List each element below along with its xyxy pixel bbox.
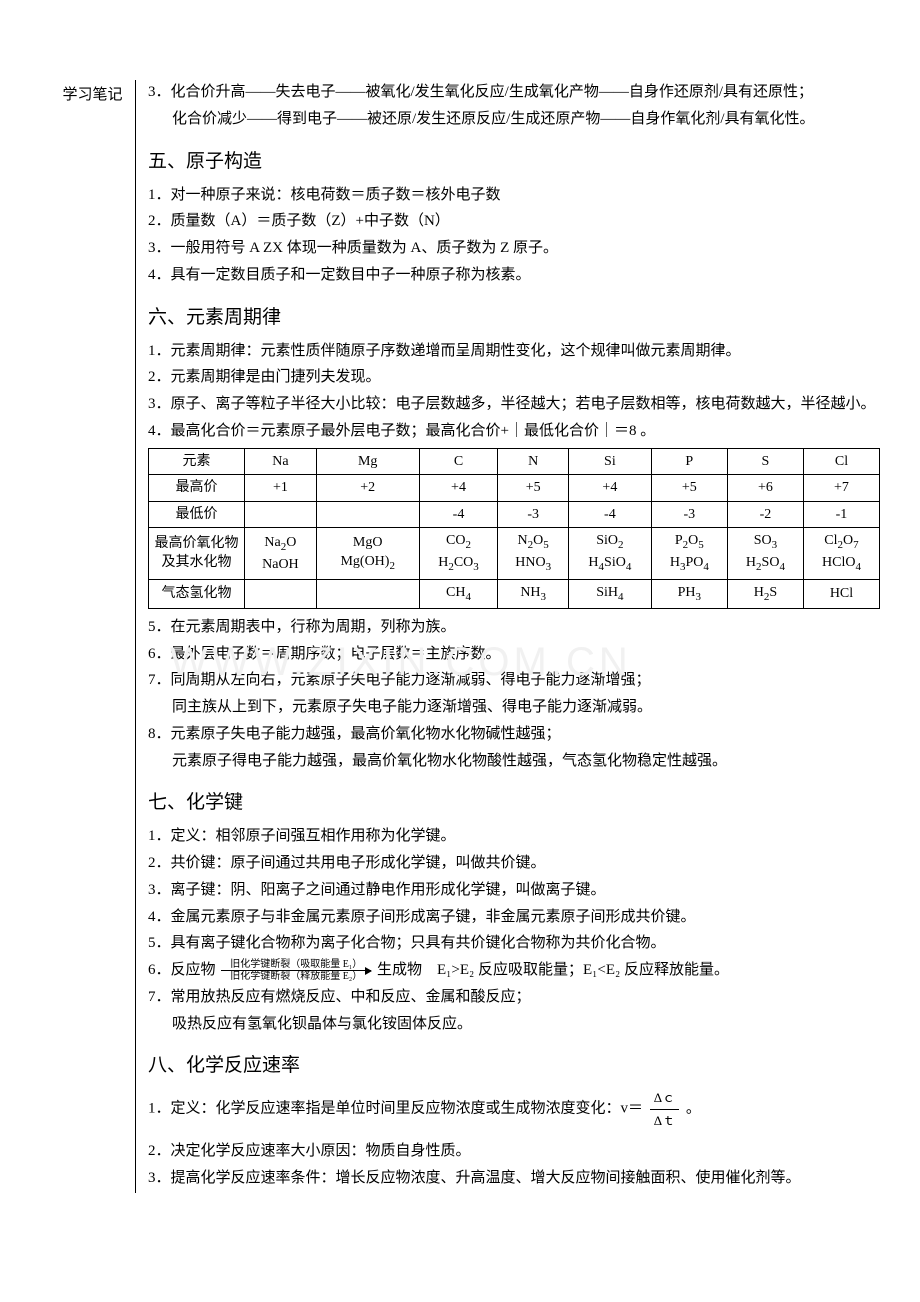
cell: PH3: [651, 579, 727, 608]
cell: [245, 501, 317, 528]
s7-p5: 5．具有离子键化合物称为离子化合物；只具有共价键化合物称为共价化合物。: [148, 931, 880, 956]
s6-p1: 1．元素周期律：元素性质伴随原子序数递增而呈周期性变化，这个规律叫做元素周期律。: [148, 339, 880, 364]
fraction: Δｃ Δｔ: [650, 1087, 679, 1131]
s6-p8a: 8．元素原子失电子能力越强，最高价氧化物水化物碱性越强；: [148, 722, 880, 747]
cell: HCl: [803, 579, 879, 608]
table-row: 最高价氧化物及其水化物 Na2ONaOH MgOMg(OH)2 CO2H2CO3…: [149, 528, 880, 579]
s3-p1: 3．化合价升高——失去电子——被氧化/发生氧化反应/生成氧化产物——自身作还原剂…: [148, 80, 880, 105]
cell: SiH4: [568, 579, 651, 608]
table-row: 最低价 -4 -3 -4 -3 -2 -1: [149, 501, 880, 528]
cell: +4: [568, 475, 651, 502]
s7-p1: 1．定义：相邻原子间强互相作用称为化学键。: [148, 824, 880, 849]
cell: MgOMg(OH)2: [316, 528, 419, 579]
cell: Na: [245, 448, 317, 475]
cell: [245, 579, 317, 608]
s6-p3: 3．原子、离子等粒子半径大小比较：电子层数越多，半径越大；若电子层数相等，核电荷…: [148, 392, 880, 417]
s5-p1: 1．对一种原子来说：核电荷数＝质子数＝核外电子数: [148, 183, 880, 208]
cell: +5: [498, 475, 569, 502]
cell: +2: [316, 475, 419, 502]
sidebar: 学习笔记: [50, 80, 135, 1193]
cell: -1: [803, 501, 879, 528]
s7-p6: 6．反应物 旧化学键断裂（吸取能量 E₁） 旧化学键断裂（释放能量 E₂） 生成…: [148, 958, 880, 983]
cell: CH4: [419, 579, 498, 608]
s6-p7b: 同主族从上到下，元素原子失电子能力逐渐增强、得电子能力逐渐减弱。: [148, 695, 880, 720]
s6-p4: 4．最高化合价＝元素原子最外层电子数；最高化合价+｜最低化合价｜＝8 。: [148, 419, 880, 444]
fraction-num: Δｃ: [650, 1087, 679, 1109]
s5-p4: 4．具有一定数目质子和一定数目中子一种原子称为核素。: [148, 263, 880, 288]
cell: +4: [419, 475, 498, 502]
cell: +6: [727, 475, 803, 502]
cell: 最低价: [149, 501, 245, 528]
cell: SO3H2SO4: [727, 528, 803, 579]
arrow-bot-label: 旧化学键断裂（释放能量 E₂）: [221, 971, 371, 982]
cell: C: [419, 448, 498, 475]
cell: Na2ONaOH: [245, 528, 317, 579]
cell: S: [727, 448, 803, 475]
s7-p7a: 7．常用放热反应有燃烧反应、中和反应、金属和酸反应；: [148, 985, 880, 1010]
cell: Mg: [316, 448, 419, 475]
cell: Cl: [803, 448, 879, 475]
arrow-top-label: 旧化学键断裂（吸取能量 E₁）: [221, 959, 371, 970]
cell: 最高价: [149, 475, 245, 502]
cell: 气态氢化物: [149, 579, 245, 608]
s6-p7a: 7．同周期从左向右，元素原子失电子能力逐渐减弱、得电子能力逐渐增强；: [148, 668, 880, 693]
cell: 元素: [149, 448, 245, 475]
s7-p7b: 吸热反应有氢氧化钡晶体与氯化铵固体反应。: [148, 1012, 880, 1037]
heading-7: 七、化学键: [148, 787, 880, 814]
s7-p3: 3．离子键：阴、阳离子之间通过静电作用形成化学键，叫做离子键。: [148, 878, 880, 903]
s7-p2: 2．共价键：原子间通过共用电子形成化学键，叫做共价键。: [148, 851, 880, 876]
cell: NH3: [498, 579, 569, 608]
content: 3．化合价升高——失去电子——被氧化/发生氧化反应/生成氧化产物——自身作还原剂…: [148, 80, 880, 1193]
cell: N: [498, 448, 569, 475]
s6-p5: 5．在元素周期表中，行称为周期，列称为族。: [148, 615, 880, 640]
cell: -2: [727, 501, 803, 528]
fraction-den: Δｔ: [650, 1110, 679, 1131]
s8-p1-prefix: 1．定义：化学反应速率指是单位时间里反应物浓度或生成物浓度变化：v＝: [148, 1101, 647, 1117]
heading-5: 五、原子构造: [148, 146, 880, 173]
sidebar-label: 学习笔记: [50, 83, 135, 104]
cell: SiO2H4SiO4: [568, 528, 651, 579]
s6-p2: 2．元素周期律是由门捷列夫发现。: [148, 365, 880, 390]
table-row: 最高价 +1 +2 +4 +5 +4 +5 +6 +7: [149, 475, 880, 502]
s7-p6-suffix: 生成物 E₁>E₂ 反应吸取能量；E₁<E₂ 反应释放能量。: [377, 962, 729, 978]
periodic-table: 元素 Na Mg C N Si P S Cl 最高价 +1 +2 +4 +5 +…: [148, 448, 880, 609]
arrow-line-icon: [221, 970, 371, 971]
cell: -3: [498, 501, 569, 528]
cell: [316, 579, 419, 608]
s8-p2: 2．决定化学反应速率大小原因：物质自身性质。: [148, 1139, 880, 1164]
cell: P2O5H3PO4: [651, 528, 727, 579]
heading-6: 六、元素周期律: [148, 302, 880, 329]
s8-p3: 3．提高化学反应速率条件：增长反应物浓度、升高温度、增大反应物间接触面积、使用催…: [148, 1166, 880, 1191]
cell: -4: [568, 501, 651, 528]
cell: N2O5HNO3: [498, 528, 569, 579]
cell: +5: [651, 475, 727, 502]
cell: -4: [419, 501, 498, 528]
heading-8: 八、化学反应速率: [148, 1050, 880, 1077]
s6-p6: 6．最外层电子数＝周期序数；电子层数＝主族序数。: [148, 642, 880, 667]
s5-p2: 2．质量数（A）＝质子数（Z）+中子数（N）: [148, 209, 880, 234]
s8-p1: 1．定义：化学反应速率指是单位时间里反应物浓度或生成物浓度变化：v＝ Δｃ Δｔ…: [148, 1087, 880, 1131]
vertical-divider: [135, 80, 136, 1193]
s8-p1-suffix: 。: [686, 1101, 701, 1117]
cell: Cl2O7HClO4: [803, 528, 879, 579]
table-row: 气态氢化物 CH4 NH3 SiH4 PH3 H2S HCl: [149, 579, 880, 608]
cell: CO2H2CO3: [419, 528, 498, 579]
cell: P: [651, 448, 727, 475]
cell: 最高价氧化物及其水化物: [149, 528, 245, 579]
s6-p8b: 元素原子得电子能力越强，最高价氧化物水化物酸性越强，气态氢化物稳定性越强。: [148, 749, 880, 774]
reaction-arrow: 旧化学键断裂（吸取能量 E₁） 旧化学键断裂（释放能量 E₂）: [221, 959, 371, 982]
cell: +7: [803, 475, 879, 502]
cell: +1: [245, 475, 317, 502]
s7-p6-prefix: 6．反应物: [148, 962, 216, 978]
s3-p2: 化合价减少——得到电子——被还原/发生还原反应/生成还原产物——自身作氧化剂/具…: [148, 107, 880, 132]
s5-p3: 3．一般用符号 A ZX 体现一种质量数为 A、质子数为 Z 原子。: [148, 236, 880, 261]
cell: H2S: [727, 579, 803, 608]
s7-p4: 4．金属元素原子与非金属元素原子间形成离子键，非金属元素原子间形成共价键。: [148, 905, 880, 930]
page-container: 学习笔记 3．化合价升高——失去电子——被氧化/发生氧化反应/生成氧化产物——自…: [0, 0, 920, 1233]
table-row: 元素 Na Mg C N Si P S Cl: [149, 448, 880, 475]
cell: -3: [651, 501, 727, 528]
cell: [316, 501, 419, 528]
cell: Si: [568, 448, 651, 475]
